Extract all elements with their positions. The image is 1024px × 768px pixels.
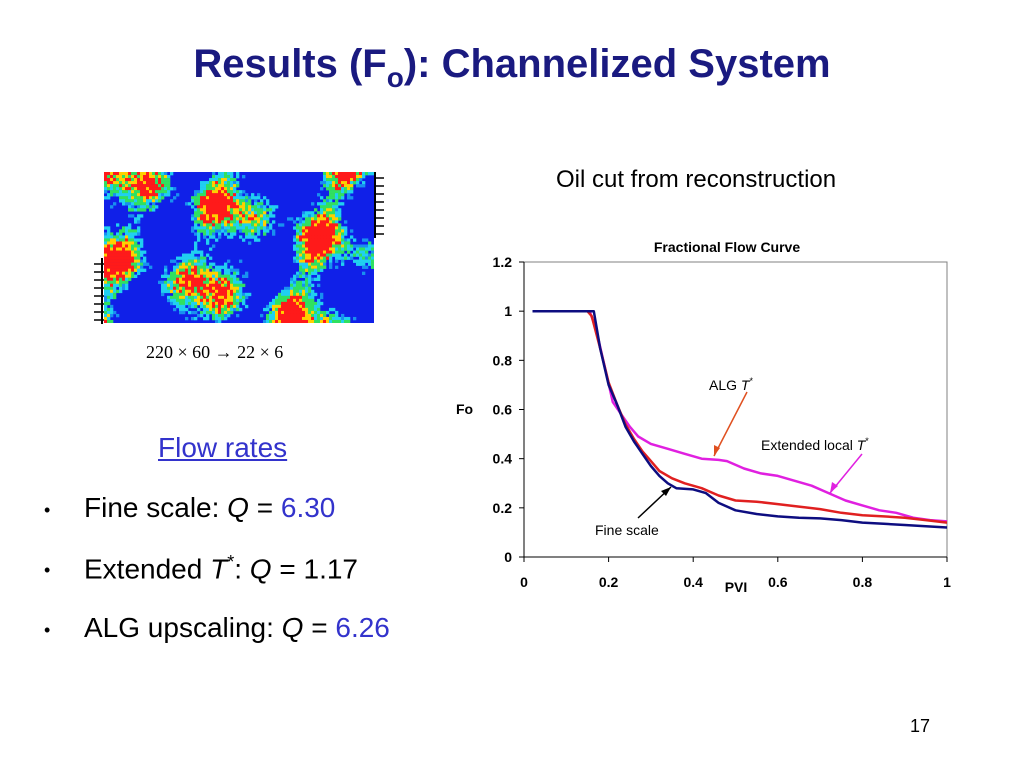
alg-q-value: 6.26 bbox=[335, 612, 390, 643]
series-line-extended-local bbox=[532, 309, 948, 523]
y-tick-label: 1 bbox=[504, 303, 512, 319]
chart-title: Fractional Flow Curve bbox=[654, 239, 800, 255]
extended-annotation: Extended local T* bbox=[761, 436, 869, 453]
series-layer bbox=[532, 309, 948, 529]
alg-arrowhead-icon bbox=[714, 445, 720, 456]
fine-scale-q-value: 6.30 bbox=[280, 492, 336, 523]
x-axis-label: PVI bbox=[725, 579, 748, 595]
x-tick-label: 0.4 bbox=[683, 574, 703, 590]
y-tick-label: 0.2 bbox=[493, 500, 513, 516]
page-number: 17 bbox=[910, 716, 931, 736]
oil-cut-heading: Oil cut from reconstruction bbox=[556, 166, 837, 193]
fractional-flow-chart: Fractional Flow Curve 00.20.40.60.811.2 … bbox=[456, 239, 951, 595]
x-tick-label: 0.2 bbox=[599, 574, 619, 590]
series-line-alg bbox=[532, 309, 948, 524]
slide-title: Results (Fo): Channelized System bbox=[193, 42, 831, 93]
y-tick-label: 0 bbox=[504, 549, 512, 565]
fine-scale-arrowhead-icon bbox=[661, 487, 671, 496]
x-axis: 0 0.2 0.4 0.6 0.8 1 bbox=[520, 556, 951, 590]
alg-annotation: ALG T* bbox=[709, 376, 753, 393]
y-axis-label: Fo bbox=[456, 401, 473, 417]
x-tick-label: 0 bbox=[520, 574, 528, 590]
y-tick-label: 1.2 bbox=[493, 254, 513, 270]
y-tick-label: 0.6 bbox=[493, 402, 513, 418]
grid-size-caption: 220 × 60 → 22 × 6 bbox=[146, 342, 284, 362]
flow-rates-heading[interactable]: Flow rates bbox=[158, 432, 288, 463]
y-tick-label: 0.8 bbox=[493, 352, 513, 368]
alg-annotation-arrow bbox=[713, 391, 748, 457]
series-line-fine-scale bbox=[532, 309, 948, 529]
bullet-dot-icon: • bbox=[44, 620, 51, 640]
fine-scale-annotation: Fine scale bbox=[595, 522, 659, 538]
x-tick-label: 0.8 bbox=[853, 574, 873, 590]
extended-arrowhead-icon bbox=[830, 482, 838, 493]
plot-area bbox=[523, 261, 948, 558]
bullet-dot-icon: • bbox=[44, 500, 51, 520]
x-tick-label: 0.6 bbox=[768, 574, 788, 590]
y-axis: 0 0.2 0.4 0.6 0.8 1 1.2 bbox=[493, 254, 525, 565]
x-tick-label: 1 bbox=[943, 574, 951, 590]
producer-wells-icon bbox=[374, 172, 384, 238]
extended-q-value: 1.17 bbox=[303, 553, 359, 585]
y-tick-label: 0.4 bbox=[493, 451, 513, 467]
permeability-field-image bbox=[104, 172, 374, 323]
bullet-dot-icon: • bbox=[44, 560, 51, 580]
injector-wells-icon bbox=[94, 258, 104, 324]
